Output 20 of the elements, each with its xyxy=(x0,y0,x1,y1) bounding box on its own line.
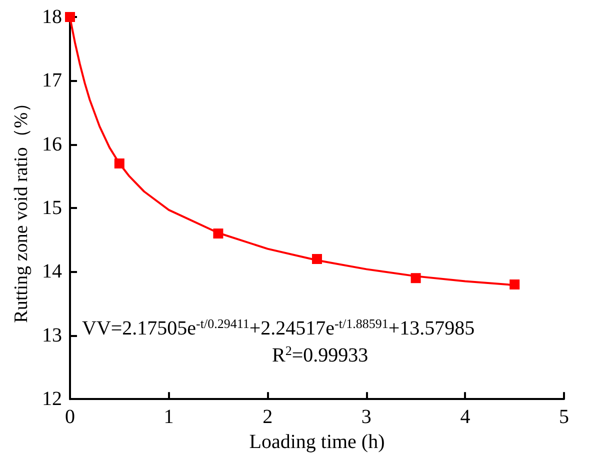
x-tick-label: 3 xyxy=(361,406,372,428)
y-tick-label: 18 xyxy=(42,6,62,28)
point xyxy=(312,254,322,264)
y-tick-label: 14 xyxy=(42,260,62,283)
point xyxy=(410,273,421,284)
y-tick-label: 13 xyxy=(42,324,62,346)
point xyxy=(114,158,124,168)
y-tick-label: 12 xyxy=(42,388,62,410)
x-tick-label: 1 xyxy=(164,406,174,428)
x-axis-title: Loading time (h) xyxy=(249,431,385,453)
y-tick-label: 17 xyxy=(42,70,62,92)
point xyxy=(213,228,224,239)
x-tick-label: 2 xyxy=(262,406,273,428)
y-tick-label: 16 xyxy=(42,133,62,156)
point xyxy=(510,279,520,290)
x-tick-label: 4 xyxy=(460,406,470,428)
y-tick-label: 15 xyxy=(42,197,62,220)
y-axis-title: Rutting zone void ratio（%） xyxy=(11,93,32,323)
x-tick-label: 5 xyxy=(559,406,569,428)
x-tick-label: 0 xyxy=(65,406,75,428)
